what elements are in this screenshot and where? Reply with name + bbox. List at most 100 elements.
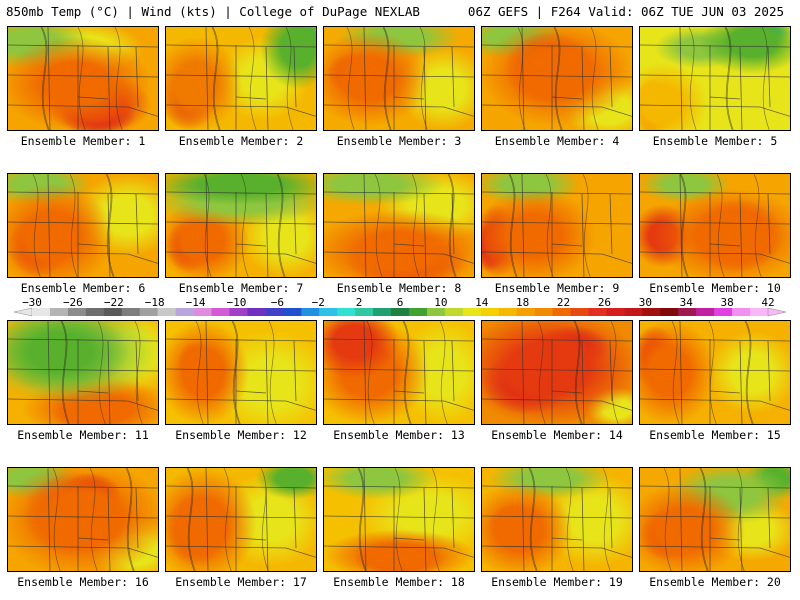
ensemble-member-map bbox=[323, 320, 475, 425]
ensemble-member-label: Ensemble Member: 5 bbox=[652, 134, 778, 148]
map-boundaries-overlay bbox=[166, 468, 316, 571]
map-boundaries-overlay bbox=[166, 321, 316, 424]
colorbar-swatch bbox=[67, 308, 87, 316]
colorbar-swatch bbox=[355, 308, 374, 316]
temperature-field bbox=[482, 174, 632, 277]
colorbar-swatch bbox=[337, 308, 356, 316]
colorbar-swatch bbox=[714, 308, 733, 316]
temperature-field bbox=[640, 27, 790, 130]
map-boundaries-overlay bbox=[166, 174, 316, 277]
colorbar-tick-label: −30 bbox=[22, 296, 42, 309]
colorbar-swatch bbox=[229, 308, 248, 316]
colorbar-tick-label: 18 bbox=[516, 296, 529, 309]
colorbar-swatch bbox=[391, 308, 410, 316]
colorbar-swatch bbox=[319, 308, 338, 316]
temperature-colorbar: −30 −26 −22 −18 −14 −10 −6 −2 2 6 10 14 18 22 26 30 34 38… bbox=[13, 296, 787, 317]
ensemble-member-label: Ensemble Member: 8 bbox=[336, 281, 462, 295]
colorbar-swatch bbox=[301, 308, 320, 316]
colorbar-swatch bbox=[139, 308, 159, 316]
colorbar-tick-label: 14 bbox=[475, 296, 489, 309]
colorbar-tick-label: 10 bbox=[434, 296, 447, 309]
map-boundaries-overlay bbox=[640, 27, 790, 130]
temperature-field bbox=[640, 321, 790, 424]
ensemble-member-label: Ensemble Member: 9 bbox=[494, 281, 620, 295]
colorbar-swatch bbox=[570, 308, 589, 316]
temperature-field bbox=[166, 174, 316, 277]
colorbar-swatch bbox=[642, 308, 661, 316]
colorbar-swatch bbox=[283, 308, 302, 316]
colorbar-tick-label: 30 bbox=[639, 296, 652, 309]
ensemble-member-map bbox=[323, 173, 475, 278]
ensemble-member-map bbox=[165, 26, 317, 131]
ensemble-member-map bbox=[639, 320, 791, 425]
map-boundaries-overlay bbox=[640, 174, 790, 277]
colorbar-tick-label: 26 bbox=[598, 296, 611, 309]
ensemble-member-map bbox=[165, 320, 317, 425]
colorbar-swatch bbox=[175, 308, 195, 316]
colorbar-tick-label: −2 bbox=[312, 296, 325, 309]
colorbar-tick-label: 6 bbox=[397, 296, 404, 309]
temperature-field bbox=[324, 468, 474, 571]
temperature-field bbox=[640, 468, 790, 571]
colorbar-swatch bbox=[462, 308, 482, 316]
ensemble-member-map bbox=[639, 467, 791, 572]
colorbar-tick-label: −18 bbox=[145, 296, 165, 309]
ensemble-member-map bbox=[481, 26, 633, 131]
ensemble-member-map bbox=[639, 173, 791, 278]
ensemble-member-label: Ensemble Member: 13 bbox=[333, 428, 465, 442]
colorbar-tick-label: −6 bbox=[271, 296, 284, 309]
map-boundaries-overlay bbox=[8, 174, 158, 277]
colorbar-swatch bbox=[193, 308, 213, 316]
temperature-field bbox=[8, 174, 158, 277]
colorbar-swatch bbox=[534, 308, 554, 316]
ensemble-member-map bbox=[481, 173, 633, 278]
colorbar-swatch bbox=[157, 308, 177, 316]
map-boundaries-overlay bbox=[482, 27, 632, 130]
temperature-field bbox=[8, 321, 158, 424]
temperature-field bbox=[482, 27, 632, 130]
colorbar-tick-label: 22 bbox=[557, 296, 570, 309]
colorbar-swatch bbox=[678, 308, 697, 316]
ensemble-member-map bbox=[7, 26, 159, 131]
colorbar-swatch bbox=[32, 308, 51, 316]
colorbar-tick-label: −22 bbox=[104, 296, 124, 309]
colorbar-swatch bbox=[516, 308, 536, 316]
ensemble-member-label: Ensemble Member: 17 bbox=[175, 575, 307, 589]
colorbar-swatch bbox=[426, 308, 446, 316]
ensemble-member-label: Ensemble Member: 6 bbox=[20, 281, 146, 295]
colorbar-tick-label: 38 bbox=[720, 296, 733, 309]
colorbar-swatch bbox=[444, 308, 464, 316]
colorbar-swatch bbox=[732, 308, 751, 316]
ensemble-member-label: Ensemble Member: 3 bbox=[336, 134, 462, 148]
colorbar-tick-label: −10 bbox=[227, 296, 247, 309]
map-header-title: 850mb Temp (°C) | Wind (kts) | College o… bbox=[6, 4, 420, 19]
ensemble-member-label: Ensemble Member: 2 bbox=[178, 134, 304, 148]
ensemble-member-map bbox=[165, 467, 317, 572]
map-boundaries-overlay bbox=[482, 321, 632, 424]
colorbar-max-arrow bbox=[767, 307, 787, 317]
colorbar-swatch bbox=[85, 308, 105, 316]
ensemble-member-map bbox=[639, 26, 791, 131]
colorbar-tick-label: 42 bbox=[761, 296, 774, 309]
ensemble-member-label: Ensemble Member: 18 bbox=[333, 575, 465, 589]
ensemble-member-label: Ensemble Member: 15 bbox=[649, 428, 781, 442]
temperature-field bbox=[482, 321, 632, 424]
colorbar-tick-label: −26 bbox=[63, 296, 83, 309]
map-boundaries-overlay bbox=[8, 321, 158, 424]
ensemble-member-label: Ensemble Member: 12 bbox=[175, 428, 307, 442]
colorbar-swatch bbox=[265, 308, 284, 316]
temperature-field bbox=[166, 468, 316, 571]
ensemble-member-map bbox=[481, 467, 633, 572]
ensemble-member-label: Ensemble Member: 11 bbox=[17, 428, 149, 442]
map-boundaries-overlay bbox=[482, 468, 632, 571]
map-boundaries-overlay bbox=[324, 321, 474, 424]
map-boundaries-overlay bbox=[324, 468, 474, 571]
temperature-field bbox=[166, 321, 316, 424]
ensemble-member-label: Ensemble Member: 4 bbox=[494, 134, 620, 148]
map-header-valid-time: 06Z GEFS | F264 Valid: 06Z TUE JUN 03 20… bbox=[467, 4, 784, 19]
ensemble-member-map bbox=[481, 320, 633, 425]
temperature-field bbox=[324, 174, 474, 277]
ensemble-member-label: Ensemble Member: 16 bbox=[17, 575, 149, 589]
ensemble-member-map bbox=[7, 173, 159, 278]
colorbar-swatch bbox=[49, 308, 69, 316]
